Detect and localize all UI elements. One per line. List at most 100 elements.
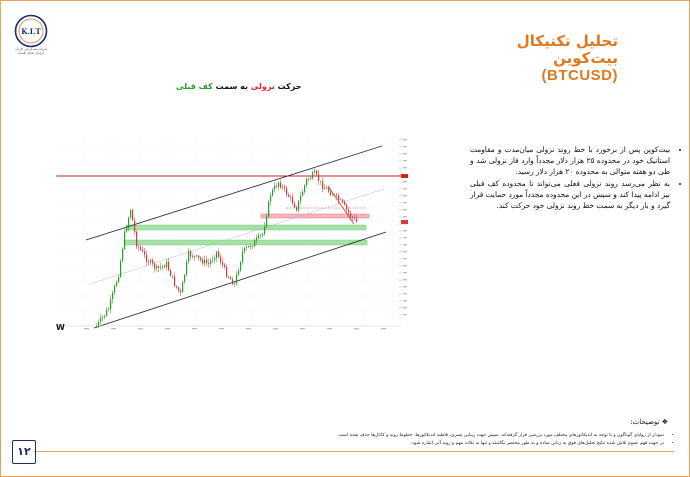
note-1: نمودار از زوایای گوناگون و با توجه به ان…	[232, 432, 664, 440]
caption-part-4: کف قبلی	[176, 82, 213, 91]
candle	[186, 259, 188, 277]
candle	[326, 185, 328, 189]
caption-part-1: حرکت	[274, 82, 302, 91]
resistance-zone	[260, 213, 370, 219]
candle	[296, 205, 298, 212]
candle	[316, 169, 318, 177]
candle	[190, 249, 192, 261]
caption-part-3: به سمت	[212, 82, 251, 91]
channel-upper-line	[85, 145, 383, 241]
candle	[236, 270, 238, 286]
candle	[356, 214, 358, 223]
page-title: تحلیل تکنیکال بیت‌کوین (BTCUSD)	[418, 32, 618, 85]
candle	[280, 179, 282, 190]
candle	[192, 253, 194, 259]
candle	[334, 193, 336, 197]
candle	[348, 206, 350, 217]
candle	[104, 314, 106, 320]
chart-grid	[56, 134, 401, 324]
candle	[294, 201, 296, 209]
candle	[244, 246, 246, 254]
candle	[118, 274, 120, 284]
logo-subtitle: شرکت سبدگردانی کاردان ایرانیان تحلیل اقت…	[14, 47, 48, 55]
candle	[122, 247, 124, 263]
candle	[150, 258, 152, 265]
candle	[222, 258, 224, 269]
footer-rule	[34, 451, 674, 452]
candle	[140, 244, 142, 252]
candle	[220, 253, 222, 265]
candle	[116, 280, 118, 288]
candle	[352, 215, 354, 222]
candle	[152, 258, 154, 267]
candle	[308, 177, 310, 182]
candle	[110, 295, 112, 314]
channel-lower-line	[93, 231, 387, 329]
candle	[318, 170, 320, 186]
candle	[160, 262, 162, 271]
candle	[320, 180, 322, 185]
candle	[204, 255, 206, 267]
candle	[288, 192, 290, 198]
support-zone-lower	[123, 239, 368, 246]
candle	[154, 261, 156, 273]
candle	[300, 191, 302, 205]
candle	[324, 183, 326, 190]
candle	[98, 319, 100, 329]
candle	[156, 264, 158, 272]
candle	[354, 214, 356, 221]
candle	[208, 258, 210, 268]
candle	[282, 183, 284, 191]
title-line-1: تحلیل تکنیکال	[516, 32, 618, 50]
notes-title-text: توضیحات:	[630, 418, 660, 426]
candle	[272, 187, 274, 198]
title-line-3: (BTCUSD)	[541, 67, 618, 84]
candle	[230, 275, 232, 280]
logo-text: K.I.T	[21, 27, 41, 36]
candle	[178, 286, 180, 293]
candle	[322, 177, 324, 193]
candle	[126, 225, 128, 233]
notes-list: نمودار از زوایای گوناگون و با توجه به ان…	[232, 432, 672, 448]
candle	[134, 217, 136, 235]
channel-mid-line	[89, 188, 385, 285]
candle	[286, 185, 288, 198]
candle	[248, 245, 250, 249]
candle	[114, 283, 116, 296]
candle	[218, 248, 220, 259]
candle	[136, 230, 138, 249]
candle	[274, 181, 276, 193]
candle	[176, 285, 178, 289]
candle	[254, 238, 256, 248]
candle	[146, 250, 148, 266]
page-number: ۱۲	[12, 440, 36, 464]
candle	[132, 209, 134, 222]
caption-part-2: نزولی	[250, 82, 275, 91]
candle	[124, 227, 126, 251]
price-chart	[56, 134, 413, 334]
last-price-tag	[401, 174, 408, 178]
candle	[200, 255, 202, 263]
candle	[332, 191, 334, 196]
candle	[350, 210, 352, 221]
candle	[168, 257, 170, 272]
chart-svg	[56, 134, 413, 334]
candle	[228, 275, 230, 279]
candle	[120, 259, 122, 279]
candle	[260, 233, 262, 239]
bullet-2: به نظر می‌رسد روند نزولی فعلی می‌تواند ت…	[470, 178, 670, 212]
candle	[262, 232, 264, 239]
company-logo: K.I.T	[14, 14, 48, 48]
candle	[266, 212, 268, 229]
candle	[162, 264, 164, 271]
candle	[212, 255, 214, 264]
current-price-tag	[401, 220, 408, 224]
candle	[166, 258, 168, 271]
candle	[164, 264, 166, 268]
candle	[242, 247, 244, 265]
candle	[100, 313, 102, 325]
candle	[108, 306, 110, 312]
candle	[240, 260, 242, 273]
candle	[292, 192, 294, 206]
candle	[144, 247, 146, 259]
